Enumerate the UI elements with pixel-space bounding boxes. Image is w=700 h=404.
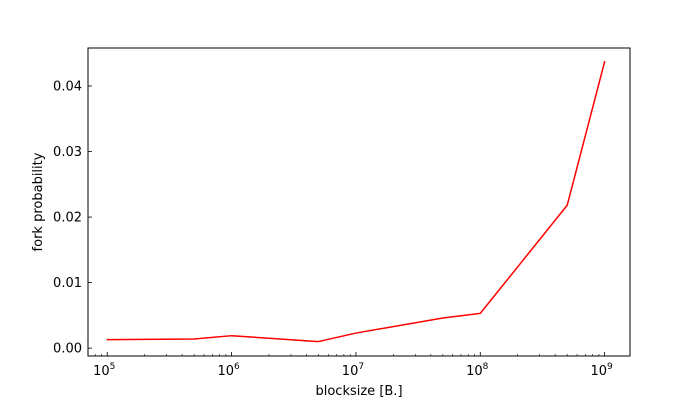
- y-tick-label: 0.04: [53, 80, 82, 95]
- x-tick-label: 107: [342, 362, 364, 379]
- x-tick-exponent: 9: [607, 362, 613, 372]
- x-tick-label: 106: [217, 362, 240, 379]
- y-axis-label: fork probability: [31, 152, 46, 251]
- x-tick-exponent: 7: [358, 362, 364, 372]
- x-tick-exponent: 6: [234, 362, 240, 372]
- series-line-0: [106, 60, 606, 343]
- x-tick-label: 109: [590, 362, 613, 379]
- plot-area: 105 106 107 108 109 0.00 0.01 0.02 0.03 0.04: [53, 47, 631, 379]
- y-tick-label: 0.01: [53, 276, 82, 291]
- x-axis-label: blocksize [B.]: [315, 384, 402, 399]
- x-tick-label: 105: [93, 362, 115, 379]
- x-tick-exponent: 8: [483, 362, 489, 372]
- x-tick-exponent: 5: [110, 362, 116, 372]
- y-tick-label: 0.03: [53, 145, 82, 160]
- plot-frame: [87, 47, 631, 357]
- x-tick-label: 108: [466, 362, 489, 379]
- y-tick-label: 0.00: [53, 342, 82, 357]
- y-tick-label: 0.02: [53, 211, 82, 226]
